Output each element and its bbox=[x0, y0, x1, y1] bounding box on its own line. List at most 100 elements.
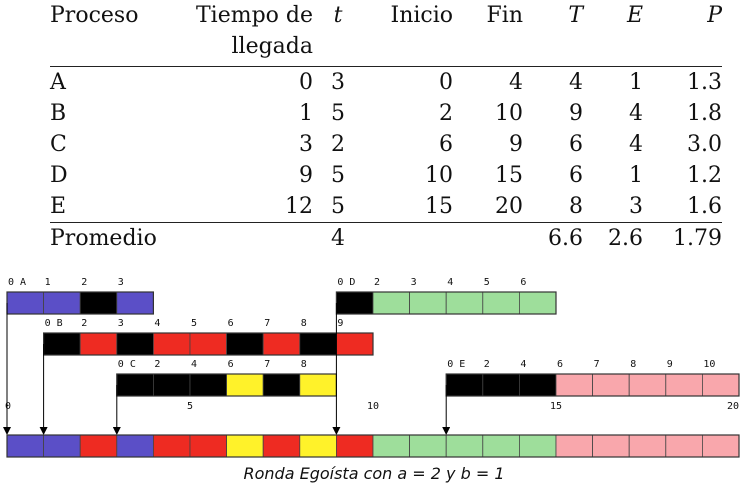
process-b-tick-label: 8 bbox=[301, 318, 307, 329]
table-cell: 2 bbox=[331, 131, 345, 157]
process-b-tick-label: 3 bbox=[118, 318, 124, 329]
table-cell: 6 bbox=[569, 162, 583, 188]
table-cell: 20 bbox=[453, 190, 523, 223]
average-cell bbox=[363, 222, 453, 254]
average-row: Promedio 4 6.6 2.6 1.79 bbox=[50, 222, 722, 254]
timeline-slot bbox=[299, 434, 337, 458]
table-cell: 6 bbox=[439, 131, 453, 157]
timeline-slot bbox=[555, 434, 593, 458]
process-c-tick-label: 4 bbox=[191, 359, 197, 370]
average-cell bbox=[185, 222, 313, 254]
table-row: B 1 5 2 10 9 4 1.8 bbox=[50, 98, 722, 129]
header-tiempo-llegada: Tiempo de llegada bbox=[185, 0, 313, 67]
table-cell: D bbox=[50, 162, 68, 188]
process-b-tick-label: 5 bbox=[191, 318, 197, 329]
process-e-tick-label: 6 bbox=[557, 359, 563, 370]
process-c-tick-label: 2 bbox=[154, 359, 160, 370]
timeline-slot bbox=[519, 434, 557, 458]
process-b-slot bbox=[116, 332, 154, 356]
process-a-tick-label: 0 A bbox=[8, 277, 26, 288]
process-e-slot bbox=[519, 373, 557, 397]
table-cell: 10 bbox=[425, 162, 453, 188]
process-d-tick-label: 5 bbox=[484, 277, 490, 288]
table-row: E 12 5 15 20 8 3 1.6 bbox=[50, 190, 722, 223]
process-d-slot bbox=[445, 291, 484, 315]
process-e-slot bbox=[555, 373, 593, 397]
process-a-slot bbox=[6, 291, 44, 315]
table-cell: 0 bbox=[299, 69, 313, 95]
table-cell: 9 bbox=[299, 162, 313, 188]
table-cell: E bbox=[50, 190, 185, 223]
table-cell: 3 bbox=[331, 69, 345, 95]
process-a-tick-label: 1 bbox=[45, 277, 51, 288]
process-c-tick-label: 8 bbox=[301, 359, 307, 370]
average-t: 4 bbox=[331, 225, 345, 251]
process-b-slot bbox=[299, 332, 337, 356]
average-P: 1.79 bbox=[673, 225, 722, 251]
process-c-slot bbox=[299, 373, 337, 397]
process-e-tick-label: 2 bbox=[484, 359, 490, 370]
process-d-tick-label: 6 bbox=[520, 277, 526, 288]
process-b-tick-label: 0 B bbox=[45, 318, 63, 329]
table-cell: 4 bbox=[629, 131, 643, 157]
header-fin: Fin bbox=[453, 0, 523, 67]
table-cell: 8 bbox=[523, 190, 583, 223]
process-e-slot bbox=[665, 373, 703, 397]
table-row: C 3 2 6 9 6 4 3.0 bbox=[50, 129, 722, 160]
process-a-tick-label: 3 bbox=[118, 277, 124, 288]
table-cell: 5 bbox=[331, 100, 345, 126]
process-d-tick-label: 4 bbox=[447, 277, 453, 288]
average-E: 2.6 bbox=[608, 225, 643, 251]
process-a-tick-label: 2 bbox=[81, 277, 87, 288]
table-cell: A bbox=[50, 69, 66, 95]
table-cell: 1 bbox=[629, 69, 643, 95]
timeline-outline bbox=[6, 434, 740, 458]
process-e-slot bbox=[628, 373, 667, 397]
average-cell bbox=[453, 222, 523, 254]
timeline-slot bbox=[6, 434, 44, 458]
process-c-slot bbox=[226, 373, 264, 397]
table-cell: 2 bbox=[439, 100, 453, 126]
process-c-tick-label: 7 bbox=[264, 359, 270, 370]
process-d-slot bbox=[372, 291, 410, 315]
process-c-slot bbox=[116, 373, 154, 397]
process-b-slot bbox=[189, 332, 227, 356]
schedule-diagram: 0 A 1 2 3 0 B 2 3 4 5 6 7 8 9 0 C 2 4 6 7 8 0 D 2 3 4 5 6 0 E 2 4 6 7… bbox=[3, 277, 740, 458]
process-b-slot bbox=[79, 332, 118, 356]
timeline-slot bbox=[409, 434, 447, 458]
process-b-tick-label: 4 bbox=[154, 318, 160, 329]
timeline-tick-label: 15 bbox=[550, 401, 562, 412]
process-c-slot bbox=[189, 373, 227, 397]
table-cell: 1.6 bbox=[643, 190, 722, 223]
process-c-slot bbox=[152, 373, 191, 397]
table-cell: 0 bbox=[439, 69, 453, 95]
table-cell: 9 bbox=[509, 131, 523, 157]
process-d-tick-label: 2 bbox=[374, 277, 380, 288]
timeline-slot bbox=[189, 434, 227, 458]
timeline-tick-label: 10 bbox=[367, 401, 379, 412]
header-proceso: Proceso bbox=[50, 0, 185, 67]
process-d-slot bbox=[335, 291, 374, 315]
table-cell: 15 bbox=[495, 162, 523, 188]
table-cell: C bbox=[50, 131, 67, 157]
timeline-tick-label: 0 bbox=[5, 401, 11, 412]
timeline-slot bbox=[262, 434, 301, 458]
process-e-tick-label: 10 bbox=[703, 359, 715, 370]
header-inicio: Inicio bbox=[363, 0, 453, 67]
header-E: E bbox=[583, 0, 643, 67]
timeline-slot bbox=[482, 434, 520, 458]
header-t: t bbox=[313, 0, 363, 67]
timeline-tick-label: 20 bbox=[727, 401, 739, 412]
process-a-slot bbox=[43, 291, 81, 315]
timeline-slot bbox=[79, 434, 118, 458]
table-cell: B bbox=[50, 100, 67, 126]
table-cell: 1 bbox=[629, 162, 643, 188]
process-b-slot bbox=[152, 332, 191, 356]
table-cell: 5 bbox=[331, 162, 345, 188]
process-e-tick-label: 9 bbox=[667, 359, 673, 370]
table-cell: 1.8 bbox=[687, 100, 722, 126]
process-e-tick-label: 8 bbox=[630, 359, 636, 370]
table-cell: 5 bbox=[313, 190, 363, 223]
table-cell: 4 bbox=[629, 100, 643, 126]
